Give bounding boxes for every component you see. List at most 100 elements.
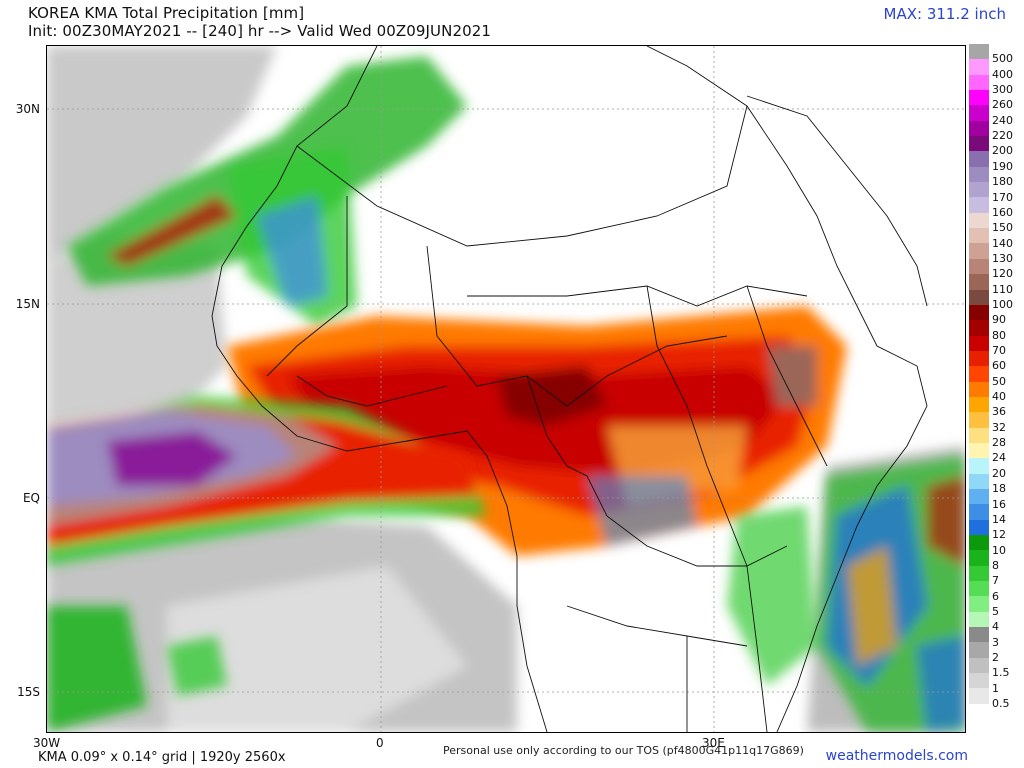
colorbar-label: 100 (992, 297, 1013, 311)
colorbar-cell (969, 182, 989, 198)
colorbar-cell (969, 243, 989, 259)
colorbar-cell (969, 504, 989, 520)
colorbar-label: 170 (992, 190, 1013, 204)
colorbar-label: 180 (992, 175, 1013, 189)
colorbar-label: 40 (992, 390, 1006, 404)
colorbar-cell (969, 657, 989, 674)
colorbar-label: 2 (992, 651, 999, 664)
colorbar-cell (969, 274, 989, 290)
colorbar-cell (969, 90, 989, 106)
colorbar (969, 44, 989, 704)
colorbar-cell (969, 289, 989, 305)
colorbar-label: 120 (992, 267, 1013, 281)
colorbar-label: 200 (992, 144, 1013, 158)
colorbar-label: 16 (992, 497, 1006, 511)
precip-north-green (67, 56, 467, 326)
colorbar-label: 28 (992, 436, 1006, 450)
colorbar-label: 400 (992, 67, 1013, 81)
colorbar-cell (969, 136, 989, 152)
colorbar-label: 80 (992, 328, 1006, 342)
colorbar-cell (969, 44, 989, 60)
colorbar-cell (969, 151, 989, 167)
colorbar-label: 0.5 (992, 697, 1010, 711)
colorbar-label: 160 (992, 205, 1013, 219)
colorbar-cell (969, 473, 989, 489)
colorbar-cell (969, 673, 989, 689)
colorbar-cell (969, 611, 989, 628)
colorbar-label: 130 (992, 251, 1013, 265)
colorbar-label: 140 (992, 236, 1013, 250)
colorbar-cell (969, 166, 989, 183)
colorbar-label: 190 (992, 159, 1013, 173)
colorbar-cell (969, 228, 989, 244)
colorbar-label: 14 (992, 512, 1006, 526)
lon-label-30e: 30E (702, 736, 725, 750)
colorbar-label: 12 (992, 528, 1006, 542)
colorbar-cell (969, 320, 989, 336)
colorbar-cell (969, 59, 989, 75)
colorbar-cell (969, 258, 989, 275)
colorbar-cell (969, 565, 989, 582)
colorbar-cell (969, 74, 989, 91)
colorbar-label: 150 (992, 221, 1013, 235)
colorbar-label: 32 (992, 420, 1006, 434)
precip-indian-ocean (727, 456, 965, 732)
lon-label-0: 0 (376, 736, 384, 750)
colorbar-label: 18 (992, 482, 1006, 496)
max-label: MAX: 311.2 inch (883, 5, 1006, 23)
colorbar-label: 5 (992, 604, 999, 618)
colorbar-cell (969, 688, 989, 704)
colorbar-cell (969, 596, 989, 612)
colorbar-cell (969, 412, 989, 428)
colorbar-cell (969, 642, 989, 658)
colorbar-cell (969, 396, 989, 413)
colorbar-label: 110 (992, 282, 1013, 296)
colorbar-cell (969, 627, 989, 643)
colorbar-cell (969, 488, 989, 505)
lat-label-30n: 30N (15, 102, 40, 116)
colorbar-cell (969, 197, 989, 213)
colorbar-label: 8 (992, 558, 999, 572)
colorbar-label: 7 (992, 574, 999, 588)
site-link[interactable]: weathermodels.com (825, 748, 968, 764)
colorbar-label: 3 (992, 635, 999, 649)
colorbar-cell (969, 350, 989, 367)
grid-info: KMA 0.09° x 0.14° grid | 1920y 2560x (38, 750, 286, 765)
lon-label-30w: 30W (33, 736, 61, 750)
colorbar-cell (969, 550, 989, 566)
colorbar-label: 6 (992, 589, 999, 603)
colorbar-cell (969, 427, 989, 443)
colorbar-label: 70 (992, 344, 1006, 357)
precipitation-map (46, 45, 966, 733)
map-title: KOREA KMA Total Precipitation [mm] (28, 4, 305, 22)
lat-label-15s: 15S (17, 685, 40, 699)
tos-notice: Personal use only according to our TOS (… (443, 744, 804, 757)
colorbar-cell (969, 381, 989, 397)
colorbar-cell (969, 304, 989, 321)
colorbar-label: 1.5 (992, 666, 1010, 680)
colorbar-cell (969, 335, 989, 351)
colorbar-cell (969, 366, 989, 382)
colorbar-cell (969, 535, 989, 551)
coastlines (211, 46, 928, 732)
colorbar-label: 240 (992, 113, 1013, 127)
precip-atlantic-band (47, 396, 487, 566)
colorbar-label: 1 (992, 681, 999, 695)
colorbar-label: 260 (992, 98, 1013, 112)
colorbar-label: 60 (992, 359, 1006, 373)
map-subtitle: Init: 00Z30MAY2021 -- [240] hr --> Valid… (28, 22, 492, 40)
colorbar-label: 4 (992, 620, 999, 634)
colorbar-label: 90 (992, 313, 1006, 327)
colorbar-cell (969, 458, 989, 474)
colorbar-label: 10 (992, 543, 1006, 557)
colorbar-label: 50 (992, 374, 1006, 388)
colorbar-label: 220 (992, 129, 1013, 143)
colorbar-cell (969, 442, 989, 459)
colorbar-cell (969, 212, 989, 229)
colorbar-label: 20 (992, 466, 1006, 480)
colorbar-label: 36 (992, 405, 1006, 419)
colorbar-label: 300 (992, 83, 1013, 97)
colorbar-cell (969, 105, 989, 121)
colorbar-cell (969, 581, 989, 597)
lat-label-15n: 15N (15, 297, 40, 311)
